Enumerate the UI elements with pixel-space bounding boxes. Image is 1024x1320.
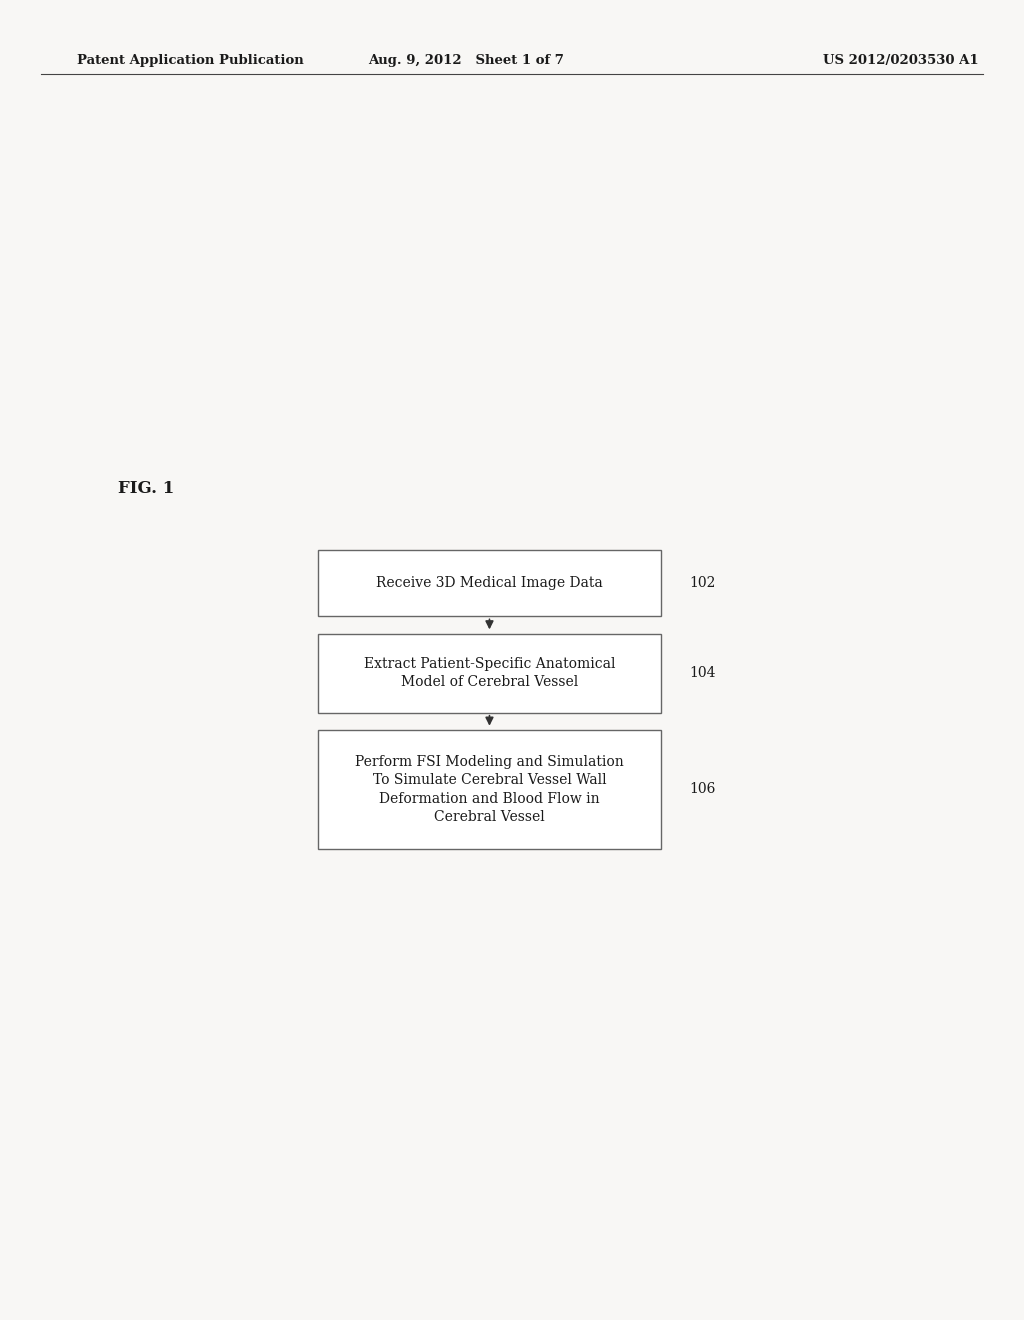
Text: Extract Patient-Specific Anatomical
Model of Cerebral Vessel: Extract Patient-Specific Anatomical Mode… — [364, 657, 615, 689]
Text: Perform FSI Modeling and Simulation
To Simulate Cerebral Vessel Wall
Deformation: Perform FSI Modeling and Simulation To S… — [355, 755, 624, 824]
Text: 106: 106 — [689, 783, 716, 796]
FancyBboxPatch shape — [317, 634, 662, 713]
Text: FIG. 1: FIG. 1 — [118, 480, 174, 496]
Text: Receive 3D Medical Image Data: Receive 3D Medical Image Data — [376, 577, 603, 590]
FancyBboxPatch shape — [317, 550, 662, 616]
Text: Aug. 9, 2012   Sheet 1 of 7: Aug. 9, 2012 Sheet 1 of 7 — [368, 54, 564, 67]
FancyBboxPatch shape — [317, 730, 662, 849]
Text: 102: 102 — [689, 577, 716, 590]
Text: Patent Application Publication: Patent Application Publication — [77, 54, 303, 67]
Text: 104: 104 — [689, 667, 716, 680]
Text: US 2012/0203530 A1: US 2012/0203530 A1 — [823, 54, 979, 67]
